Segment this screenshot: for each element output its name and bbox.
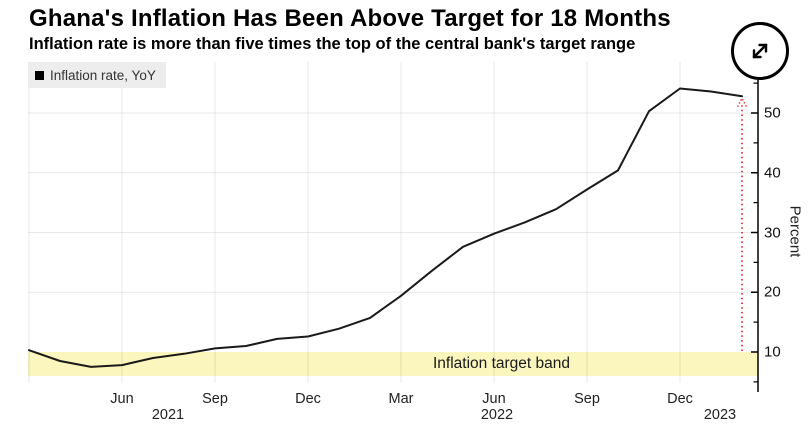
inflation-line [28,87,743,368]
y-tick-label: 50 [764,104,781,122]
y-tick-label: 30 [764,224,781,241]
expand-diagonal-arrows-icon [752,43,768,59]
y-tick-label: 10 [764,343,781,361]
legend-label: Inflation rate, YoY [50,67,156,83]
y-tick-label: 40 [764,164,781,182]
year-label: 2023 [703,407,737,423]
legend-swatch-icon [35,70,44,80]
chart-subtitle: Inflation rate is more than five times t… [29,35,636,53]
x-tick-label: Jun [110,391,134,407]
chart-title: Ghana's Inflation Has Been Above Target … [29,5,671,32]
x-tick-label: Jun [482,391,506,407]
x-tick-label: Dec [295,391,321,407]
legend-box: Inflation rate, YoY [28,62,166,88]
x-tick-label: Sep [574,391,600,407]
expand-chart-button[interactable] [731,22,789,80]
y-tick-label: 20 [764,283,781,301]
target-band-label: Inflation target band [433,355,571,372]
x-tick-label: Mar [388,391,414,407]
year-label: 2021 [151,407,185,423]
x-tick-label: Sep [202,391,228,407]
y-axis-title: Percent [786,205,804,258]
x-tick-label: Dec [667,391,693,407]
year-label: 2022 [480,407,514,423]
target-band [28,352,758,376]
